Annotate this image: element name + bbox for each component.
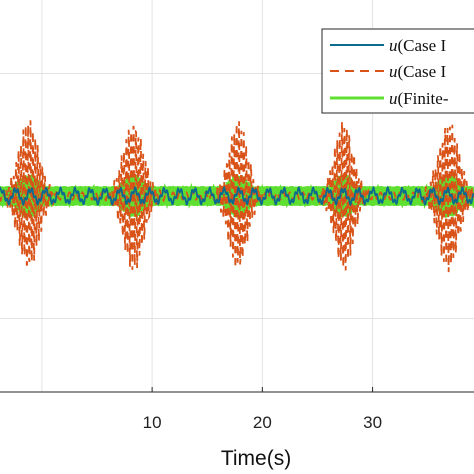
x-ticks <box>151 387 374 392</box>
x-axis-title: Time(s) <box>221 447 291 470</box>
x-tick-labels: 10 20 30 <box>143 413 382 432</box>
legend-entry-1: u(Case I <box>330 36 446 55</box>
series-line-1 <box>0 185 474 207</box>
x-tick-label-0: 10 <box>143 413 162 432</box>
legend-label-1: u(Case I <box>389 36 446 55</box>
legend: u(Case I u(Case I u(Finite- <box>321 28 474 114</box>
legend-entry-2: u(Case I <box>330 62 446 81</box>
series-layer <box>0 120 474 273</box>
legend-entry-3: u(Finite- <box>330 89 449 108</box>
x-tick-label-2: 30 <box>363 413 382 432</box>
legend-label-3: u(Finite- <box>389 89 449 108</box>
x-tick-label-1: 20 <box>253 413 272 432</box>
legend-label-2: u(Case I <box>389 62 446 81</box>
